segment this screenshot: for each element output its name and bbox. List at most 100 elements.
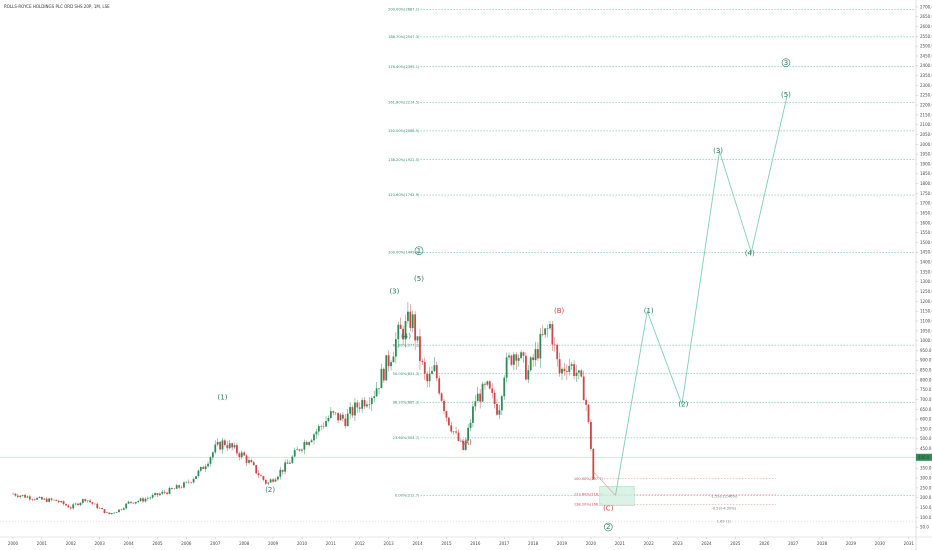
candle-body xyxy=(459,440,462,442)
candle-body xyxy=(269,479,272,483)
fib-level-label: 38.20%(685.3) xyxy=(393,401,420,405)
y-tick-label: 1000.0 xyxy=(920,338,932,343)
candle-body xyxy=(370,398,373,405)
candle-body xyxy=(474,401,477,407)
candle-body xyxy=(19,495,22,497)
candle-body xyxy=(96,503,99,509)
candle-body xyxy=(43,498,46,500)
candle-body xyxy=(527,370,530,380)
candle-body xyxy=(385,355,388,381)
candle-body xyxy=(207,463,209,467)
x-tick-label: 2000 xyxy=(8,541,19,546)
candle-body xyxy=(544,328,547,335)
wave-label: (2) xyxy=(678,400,688,408)
candle-body xyxy=(60,501,63,503)
candle-body xyxy=(464,440,467,450)
candle-body xyxy=(16,495,19,497)
candle-body xyxy=(77,503,79,506)
fib-level-label: 200.00%(2687.1) xyxy=(388,8,420,12)
candle-body xyxy=(279,469,282,477)
candle-body xyxy=(168,487,171,494)
candle-body xyxy=(407,311,409,321)
candle-body xyxy=(486,381,489,385)
y-tick-label: 800.0 xyxy=(920,377,932,382)
candle-body xyxy=(534,349,537,361)
candle-body xyxy=(517,358,520,361)
wave-label: 3 xyxy=(784,59,788,67)
candle-body xyxy=(93,503,96,505)
candle-body xyxy=(67,505,70,508)
candle-body xyxy=(317,426,320,432)
candle-body xyxy=(315,431,318,435)
y-tick-label: 2250.0 xyxy=(920,93,932,98)
candle-body xyxy=(532,357,535,361)
candle-body xyxy=(81,499,84,503)
elliott-projection-line xyxy=(615,94,788,496)
y-tick-label: 900.0 xyxy=(920,358,932,363)
y-tick-label: 500.0 xyxy=(920,436,932,441)
candle-body xyxy=(529,357,532,371)
candle-body xyxy=(426,373,429,382)
candle-body xyxy=(469,422,472,428)
y-tick-label: 100.0 xyxy=(920,515,932,520)
candle-body xyxy=(248,460,250,463)
y-tick-label: 250.0 xyxy=(920,485,932,490)
y-tick-label: 1700.0 xyxy=(920,201,932,206)
candle-body xyxy=(98,507,101,509)
x-tick-label: 2009 xyxy=(268,541,279,546)
y-tick-label: 1600.0 xyxy=(920,220,932,225)
candle-body xyxy=(134,502,137,504)
candle-body xyxy=(250,460,253,463)
candle-body xyxy=(276,476,279,480)
candle-body xyxy=(21,494,24,496)
x-tick-label: 2024 xyxy=(701,541,712,546)
y-tick-label: 1950.0 xyxy=(920,152,932,157)
wave-label: (5) xyxy=(414,275,424,283)
candle-body xyxy=(267,482,270,484)
y-tick-label: 2150.0 xyxy=(920,112,932,117)
candle-body xyxy=(127,501,130,504)
y-tick-label: 2350.0 xyxy=(920,73,932,78)
candle-body xyxy=(84,499,87,501)
x-tick-label: 2014 xyxy=(412,541,423,546)
x-tick-label: 2011 xyxy=(326,541,337,546)
y-tick-label: 1150.0 xyxy=(920,309,932,314)
candle-body xyxy=(296,449,299,451)
candle-body xyxy=(31,499,34,500)
y-tick-label: 850.0 xyxy=(920,368,932,373)
candle-body xyxy=(243,452,246,456)
y-tick-label: 1550.0 xyxy=(920,230,932,235)
red-fib-level-label: 138.20%(166.5) xyxy=(574,503,604,507)
fib-level-label: 176.40%(2395.1) xyxy=(388,65,420,69)
candle-body xyxy=(103,509,106,514)
measure-label: -0.53(-4.20%) xyxy=(711,507,736,511)
candle-body xyxy=(158,493,161,496)
wave-label: (2) xyxy=(265,486,275,494)
candle-body xyxy=(341,414,344,419)
candle-body xyxy=(327,417,330,422)
y-tick-label: 150.0 xyxy=(920,505,932,510)
candle-body xyxy=(373,396,376,399)
candle-body xyxy=(481,383,484,402)
candle-body xyxy=(452,431,455,433)
candle-body xyxy=(260,475,262,477)
fib-level-label: 138.20%(1922.5) xyxy=(388,158,420,162)
fib-level-label: 188.70%(2547.3) xyxy=(388,35,420,39)
x-tick-label: 2025 xyxy=(730,541,741,546)
x-tick-label: 2010 xyxy=(297,541,308,546)
candle-body xyxy=(440,393,443,401)
candle-body xyxy=(450,425,453,432)
candle-body xyxy=(551,324,554,345)
candle-body xyxy=(488,381,491,389)
wave-label: (3) xyxy=(713,147,723,155)
candle-body xyxy=(173,488,176,490)
y-tick-label: 1750.0 xyxy=(920,191,932,196)
y-tick-label: 200.0 xyxy=(920,495,932,500)
candle-body xyxy=(500,396,503,411)
candle-body xyxy=(221,440,224,450)
x-tick-label: 2019 xyxy=(557,541,568,546)
candle-body xyxy=(252,462,255,466)
candle-body xyxy=(397,324,400,340)
wave-labels: (1) (2) (3) (4) (5) 1 (A) (B) (C) 2 (1) (2) (3) (4) (5… xyxy=(218,58,791,532)
